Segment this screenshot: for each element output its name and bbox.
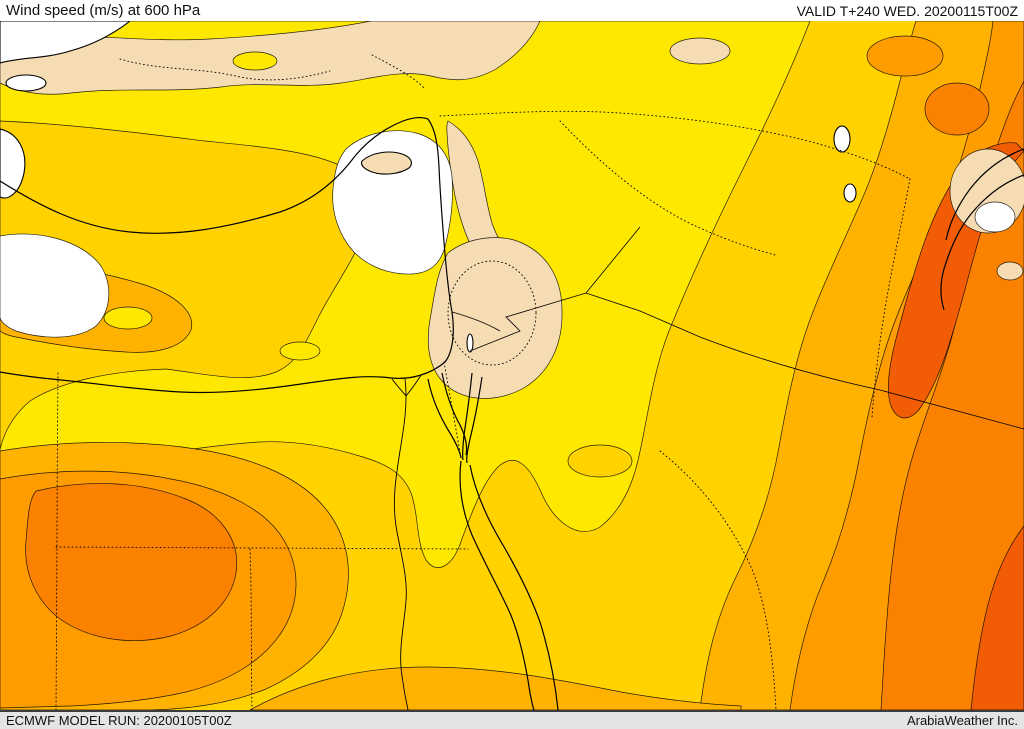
contour-orange-blob-topright (866, 35, 944, 77)
map-area (0, 21, 1024, 710)
red-sea-east-shore (469, 464, 559, 710)
gulf-of-suez-east-shore (441, 372, 468, 456)
border-egypt-israel (443, 361, 462, 459)
map-header: Wind speed (m/s) at 600 hPa VALID T+240 … (0, 0, 1024, 21)
terrain-dots-anatolia-a (119, 58, 331, 81)
border-turkey-south (439, 110, 911, 180)
lake-urmia (843, 183, 857, 203)
border-jordan-iraq (585, 226, 641, 294)
contour-deep-core-bottom-left (25, 483, 238, 641)
map-footer: ECMWF MODEL RUN: 20200105T00Z ArabiaWeat… (0, 710, 1024, 729)
border-lebanon-israel (451, 311, 501, 332)
nile-river (393, 378, 409, 710)
contour-deep-blob-topright (924, 82, 990, 136)
border-libya-egypt (55, 372, 59, 710)
border-jordan-saudi-iraq (469, 292, 1024, 430)
red-sea-west-shore (459, 460, 535, 710)
black-sea (0, 21, 131, 64)
terrain-dots-jordan (447, 260, 537, 366)
persian-gulf-south-shore (940, 174, 1024, 311)
credit-label: ArabiaWeather Inc. (906, 713, 1018, 728)
contour-amber-bottom-strip (249, 666, 742, 710)
dead-sea (466, 333, 474, 353)
border-iran-west (871, 178, 911, 418)
contour-white-west-mediterranean (0, 233, 110, 338)
contour-tan-jordan-blob (427, 237, 563, 399)
cyprus-island (360, 151, 412, 175)
border-egypt-sudan (55, 546, 469, 550)
contour-tan-patch-topright (669, 37, 731, 65)
sea-of-marmara (5, 74, 47, 92)
valid-time-label: VALID T+240 WED. 20200115T00Z (796, 2, 1018, 19)
contour-gold-left-band (0, 120, 370, 450)
contour-yellow-spot-b (279, 341, 321, 361)
nile-delta-branch-west (391, 378, 407, 397)
contour-white-patch-right-edge (974, 201, 1016, 233)
model-run-label: ECMWF MODEL RUN: 20200105T00Z (6, 713, 232, 728)
contour-red-core-bottom-right (970, 525, 1024, 710)
contour-tan-spot-right-edge (996, 261, 1024, 281)
contour-gold-spot-center (567, 444, 633, 478)
lake-van (833, 125, 851, 153)
border-sudan-interior (249, 548, 253, 710)
wind-speed-contour-map (0, 21, 1024, 710)
aegean-sea (0, 128, 26, 199)
gulf-of-aqaba-west-shore (461, 372, 473, 461)
nile-delta-branch-east (405, 374, 422, 397)
persian-gulf-north-shore (945, 148, 1024, 241)
map-title: Wind speed (m/s) at 600 hPa (6, 2, 201, 19)
border-saudi-interior (659, 450, 777, 710)
contour-red-core-upper-right (888, 142, 1024, 419)
contour-yellow-spot-anatolia (232, 51, 278, 71)
gulf-of-suez-west-shore (427, 378, 462, 459)
mediterranean-coastline (0, 116, 454, 394)
contour-yellow-spot-a (103, 306, 153, 330)
gulf-of-aqaba-east-shore (466, 376, 483, 464)
